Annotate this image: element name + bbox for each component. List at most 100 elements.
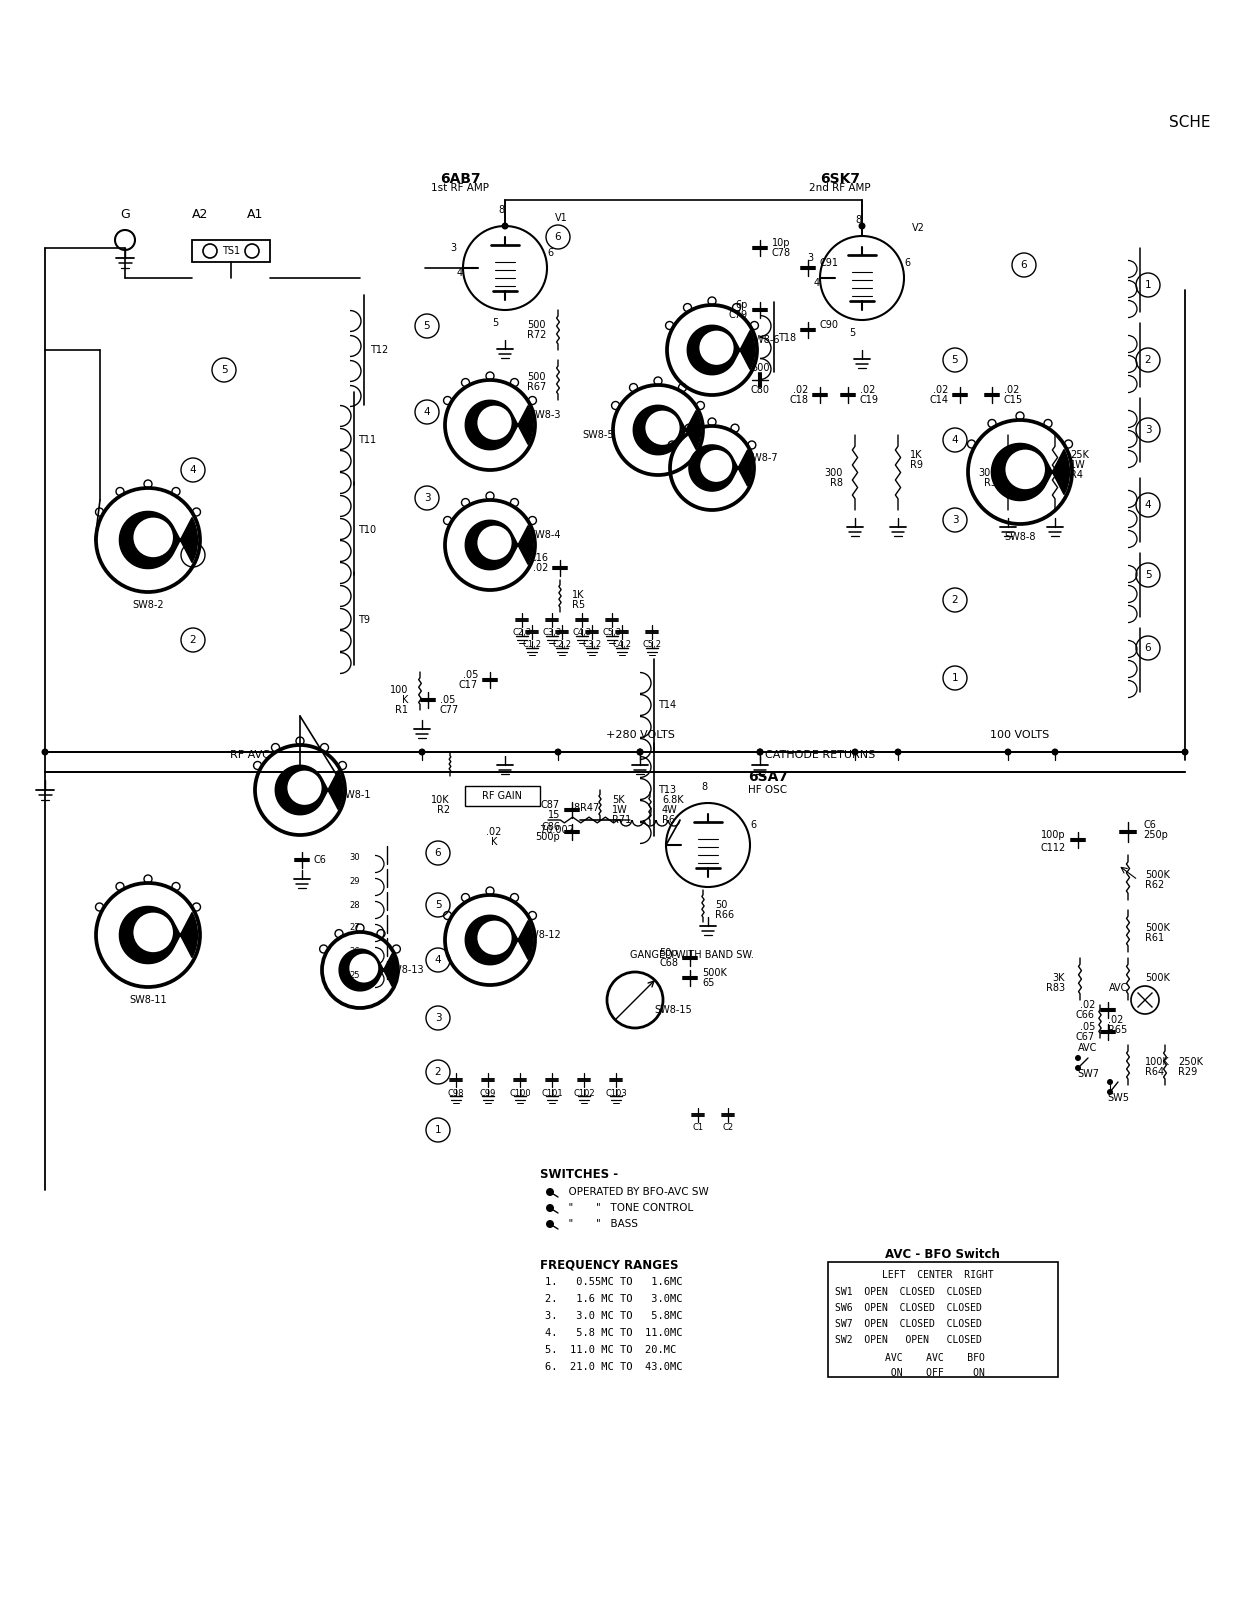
Text: 100: 100 [390,685,408,694]
Circle shape [546,1219,554,1229]
Text: 500K: 500K [1145,870,1170,880]
Text: R61: R61 [1145,933,1164,942]
Text: R6: R6 [662,814,675,826]
Circle shape [646,411,679,445]
Text: 300: 300 [825,467,842,478]
Polygon shape [276,765,343,814]
Text: 100 VOLTS: 100 VOLTS [991,730,1050,739]
Text: SW8-2: SW8-2 [132,600,163,610]
Polygon shape [688,325,755,374]
Circle shape [637,749,643,755]
Text: 29: 29 [350,877,360,886]
Text: C102: C102 [573,1088,595,1098]
Polygon shape [465,915,533,965]
Text: C91: C91 [820,258,839,267]
Text: SW8-15: SW8-15 [654,1005,691,1014]
Text: 4.   5.8 MC TO  11.0MC: 4. 5.8 MC TO 11.0MC [546,1328,683,1338]
Circle shape [554,749,562,755]
Text: 2nd RF AMP: 2nd RF AMP [809,182,871,194]
Text: 6: 6 [1144,643,1152,653]
Text: T12: T12 [370,346,388,355]
Text: 6: 6 [904,258,910,267]
Text: SW8-6: SW8-6 [748,334,779,346]
Circle shape [418,749,426,755]
Text: 4: 4 [456,267,463,278]
Text: A1: A1 [247,208,263,221]
Text: 8: 8 [855,214,861,226]
Text: 6SK7: 6SK7 [820,171,860,186]
Text: SW8-13: SW8-13 [386,965,424,974]
Text: 25K: 25K [1070,450,1089,461]
Text: C68: C68 [659,958,678,968]
Text: C2,3: C2,3 [512,629,532,637]
Text: TS1: TS1 [221,246,240,256]
Text: CATHODE RETURNS: CATHODE RETURNS [764,750,875,760]
Text: C77: C77 [440,706,459,715]
Text: SW7  OPEN  CLOSED  CLOSED: SW7 OPEN CLOSED CLOSED [835,1318,982,1330]
Text: C90: C90 [820,320,839,330]
Circle shape [546,1203,554,1213]
Text: 6.  21.0 MC TO  43.0MC: 6. 21.0 MC TO 43.0MC [546,1362,683,1371]
Text: C103: C103 [605,1088,627,1098]
Text: SW8-4: SW8-4 [529,530,560,541]
Text: 5: 5 [1144,570,1152,579]
Text: 500: 500 [527,371,546,382]
Text: GANGED WITH BAND SW.: GANGED WITH BAND SW. [630,950,753,960]
Polygon shape [689,445,752,491]
Text: R83: R83 [1045,982,1065,994]
Text: 65: 65 [703,978,715,987]
Text: 6: 6 [434,848,442,858]
Text: 30: 30 [349,853,360,862]
Circle shape [700,450,732,482]
Text: 5: 5 [492,318,499,328]
Text: C2: C2 [722,1123,734,1133]
Polygon shape [339,949,396,990]
Text: C3,3: C3,3 [542,629,562,637]
Text: SW8-5: SW8-5 [583,430,614,440]
Polygon shape [633,405,700,454]
Text: 6: 6 [554,232,562,242]
Text: AVC - BFO Switch: AVC - BFO Switch [884,1248,999,1261]
Text: T13: T13 [658,786,677,795]
Text: V1: V1 [555,213,568,222]
Text: 8: 8 [499,205,503,214]
Text: C100: C100 [510,1088,531,1098]
Text: 250K: 250K [1178,1058,1204,1067]
Circle shape [1051,749,1059,755]
Text: 4W: 4W [662,805,678,814]
Text: 1K: 1K [910,450,923,461]
Text: "       "   BASS: " " BASS [562,1219,638,1229]
Text: 6p: 6p [736,301,748,310]
Text: 3: 3 [807,253,813,262]
Bar [465,786,541,806]
Text: ON    OFF     ON: ON OFF ON [884,1368,985,1378]
Circle shape [1075,1066,1081,1070]
Text: 3: 3 [424,493,430,502]
Circle shape [546,1187,554,1197]
Text: 500K: 500K [703,968,727,978]
Text: C5,2: C5,2 [642,640,662,650]
Text: R8: R8 [830,478,842,488]
Text: R64: R64 [1145,1067,1164,1077]
Text: 1.   0.55MC TO   1.6MC: 1. 0.55MC TO 1.6MC [546,1277,683,1286]
Text: 1K: 1K [571,590,585,600]
Text: 5: 5 [849,328,855,338]
Text: R1: R1 [395,706,408,715]
Text: 4: 4 [951,435,959,445]
Text: SCHE: SCHE [1169,115,1210,130]
Text: R71: R71 [612,814,631,826]
Text: C17: C17 [459,680,477,690]
Text: C80: C80 [751,386,769,395]
Circle shape [42,749,48,755]
Text: 4: 4 [1144,499,1152,510]
Text: .02: .02 [1108,1014,1123,1026]
Text: SW7: SW7 [1077,1069,1098,1078]
Polygon shape [120,907,198,963]
Text: 28: 28 [349,901,360,909]
Text: 15: 15 [548,810,560,819]
Circle shape [757,749,763,755]
Text: .02: .02 [1080,1000,1095,1010]
Text: C1,2: C1,2 [522,640,542,650]
Bar [192,240,270,262]
Text: 2: 2 [434,1067,442,1077]
